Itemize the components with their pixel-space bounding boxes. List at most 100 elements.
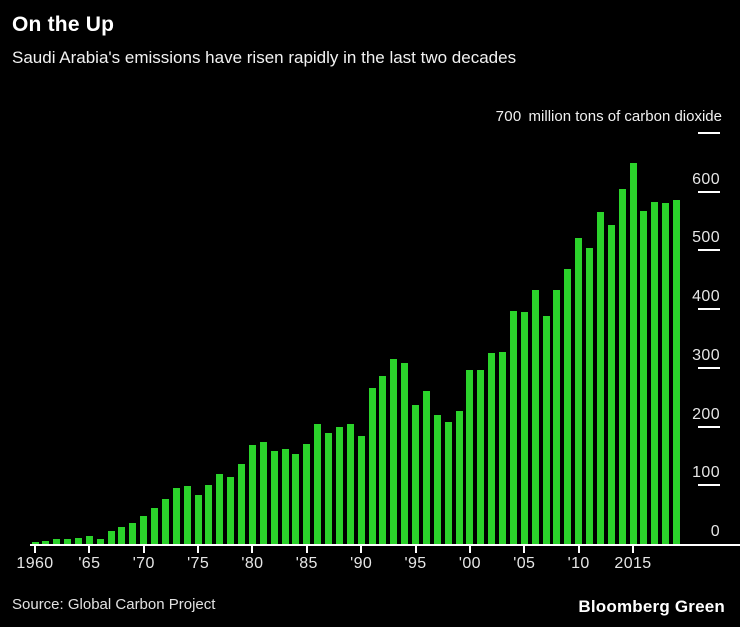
bar-2009 bbox=[564, 269, 572, 544]
bar-1973 bbox=[172, 488, 180, 544]
bar-1968 bbox=[118, 526, 126, 544]
y-tick-500 bbox=[698, 249, 720, 252]
bar-2005 bbox=[520, 312, 528, 544]
y-tick-200 bbox=[698, 425, 720, 428]
x-tick-label-1995: '95 bbox=[404, 555, 427, 572]
bar-1985 bbox=[303, 444, 311, 544]
y-tick-100 bbox=[698, 484, 720, 487]
y-tick-label-400: 400 bbox=[692, 288, 720, 306]
x-tick-label-1985: '85 bbox=[295, 555, 318, 572]
bar-2008 bbox=[553, 290, 561, 544]
bloomberg-green-logo: Bloomberg Green bbox=[578, 597, 725, 616]
x-tick-1975 bbox=[197, 546, 200, 553]
bar-1969 bbox=[129, 522, 137, 544]
bar-1983 bbox=[281, 449, 289, 544]
y-axis-unit-text: million tons of carbon dioxide bbox=[528, 108, 722, 125]
bar-1971 bbox=[151, 508, 159, 544]
bar-2015 bbox=[629, 162, 637, 544]
bar-1982 bbox=[270, 451, 278, 544]
bar-2014 bbox=[618, 188, 626, 544]
bar-1986 bbox=[314, 423, 322, 544]
x-tick-1990 bbox=[360, 546, 363, 553]
x-tick-label-1970: '70 bbox=[132, 555, 155, 572]
bar-1992 bbox=[379, 376, 387, 544]
bar-2012 bbox=[596, 212, 604, 544]
x-tick-label-2010: '10 bbox=[567, 555, 590, 572]
x-tick-label-1960: 1960 bbox=[16, 555, 54, 572]
x-tick-2015 bbox=[632, 546, 634, 553]
y-tick-700 bbox=[698, 132, 720, 134]
x-tick-1965 bbox=[88, 546, 91, 553]
x-tick-label-2000: '00 bbox=[458, 555, 481, 572]
bar-1995 bbox=[412, 405, 420, 544]
bar-1961 bbox=[42, 541, 50, 544]
bar-1990 bbox=[357, 435, 365, 544]
chart-title: On the Up bbox=[12, 13, 115, 36]
y-tick-label-0: 0 bbox=[710, 523, 720, 540]
x-tick-1985 bbox=[305, 546, 308, 553]
x-tick-2010 bbox=[577, 546, 580, 553]
y-tick-label-300: 300 bbox=[692, 346, 720, 364]
bar-2013 bbox=[607, 225, 615, 544]
x-axis-line bbox=[30, 544, 740, 546]
bar-1960 bbox=[31, 541, 39, 544]
bar-1979 bbox=[238, 464, 246, 544]
bar-1998 bbox=[444, 421, 452, 544]
bar-1996 bbox=[422, 390, 430, 544]
x-tick-label-2005: '05 bbox=[513, 555, 536, 572]
bar-1984 bbox=[292, 454, 300, 544]
y-tick-label-200: 200 bbox=[692, 405, 720, 423]
x-tick-1960 bbox=[34, 546, 36, 553]
bar-2006 bbox=[531, 290, 539, 544]
bar-1965 bbox=[85, 536, 93, 544]
bar-2010 bbox=[575, 238, 583, 544]
bar-2017 bbox=[651, 201, 659, 544]
bar-1997 bbox=[433, 414, 441, 544]
bar-1976 bbox=[205, 484, 213, 544]
x-tick-label-1990: '90 bbox=[350, 555, 373, 572]
bar-2019 bbox=[673, 199, 680, 544]
bar-1980 bbox=[248, 445, 256, 544]
bar-1967 bbox=[107, 531, 115, 544]
y-tick-300 bbox=[698, 366, 720, 369]
x-tick-2005 bbox=[523, 546, 526, 553]
bar-1970 bbox=[140, 515, 148, 544]
bar-1966 bbox=[96, 538, 104, 544]
source-note: Source: Global Carbon Project bbox=[12, 596, 216, 613]
bar-1963 bbox=[64, 539, 72, 544]
x-tick-2000 bbox=[468, 546, 471, 553]
bar-2007 bbox=[542, 316, 550, 544]
bar-1978 bbox=[227, 477, 235, 544]
bar-2004 bbox=[509, 310, 517, 544]
y-tick-400 bbox=[698, 308, 720, 311]
bar-1989 bbox=[346, 424, 354, 544]
x-tick-label-1980: '80 bbox=[241, 555, 264, 572]
bar-1977 bbox=[216, 474, 224, 544]
x-tick-label-1975: '75 bbox=[187, 555, 210, 572]
x-tick-1980 bbox=[251, 546, 254, 553]
y-axis-unit-note: 700 million tons of carbon dioxide bbox=[496, 108, 722, 125]
bar-2003 bbox=[499, 352, 507, 544]
bar-1962 bbox=[53, 539, 61, 544]
bar-1981 bbox=[259, 441, 267, 544]
bar-2000 bbox=[466, 369, 474, 544]
x-tick-1995 bbox=[414, 546, 417, 553]
bar-1991 bbox=[368, 388, 376, 544]
bar-1964 bbox=[74, 537, 82, 544]
bar-1975 bbox=[194, 495, 202, 544]
y-tick-600 bbox=[698, 190, 720, 193]
x-tick-1970 bbox=[142, 546, 145, 553]
bar-1972 bbox=[161, 499, 169, 544]
bar-2001 bbox=[477, 369, 485, 544]
chart-subtitle: Saudi Arabia's emissions have risen rapi… bbox=[12, 48, 517, 67]
y-tick-label-500: 500 bbox=[692, 229, 720, 247]
y-tick-label-100: 100 bbox=[692, 464, 720, 482]
bar-1999 bbox=[455, 410, 463, 544]
bar-1987 bbox=[325, 433, 333, 544]
x-tick-label-2015: 2015 bbox=[614, 555, 652, 572]
bar-2011 bbox=[586, 248, 594, 544]
bar-2018 bbox=[662, 202, 670, 544]
y-tick-label-600: 600 bbox=[692, 170, 720, 188]
